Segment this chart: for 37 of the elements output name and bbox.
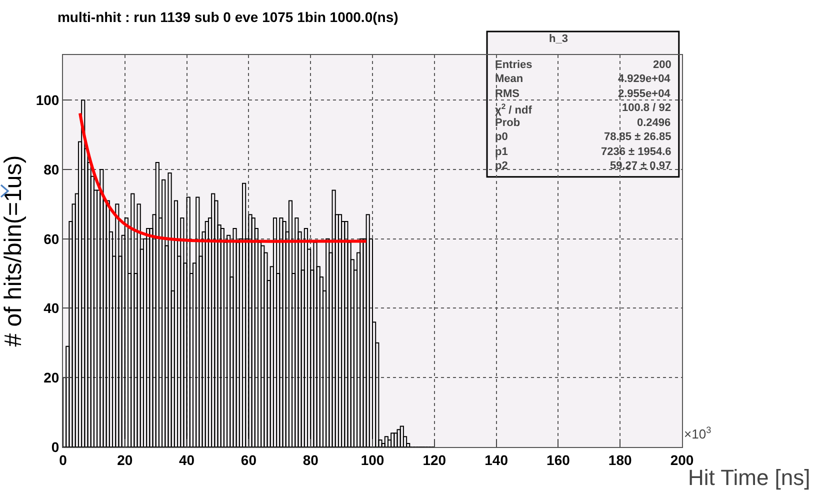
annotation: RMS — [495, 88, 520, 100]
x-tick-label: 100 — [360, 452, 384, 468]
annotation: p0 — [495, 131, 508, 143]
annotation: 78.85 ± 26.85 — [604, 131, 672, 143]
y-tick-label: 0 — [51, 438, 60, 455]
y-axis-title: # of hits/bin(=1us) — [0, 155, 27, 347]
annotation: p1 — [495, 146, 508, 158]
x-tick-label: 60 — [240, 452, 257, 468]
annotation: Entries — [495, 59, 532, 71]
x-tick-label: 160 — [546, 452, 570, 468]
x-axis-title: Hit Time [ns] — [688, 465, 810, 490]
x-tick-label: 140 — [484, 452, 508, 468]
x-tick-label: 120 — [422, 452, 446, 468]
annotation: 7236 ± 1954.6 — [601, 146, 672, 158]
annotation: 200 — [653, 59, 672, 71]
annotation: 100.8 / 92 — [622, 102, 671, 114]
y-tick-label: 40 — [44, 300, 60, 316]
x-tick-label: 20 — [117, 452, 133, 468]
annotation: p2 — [495, 160, 508, 172]
annotation: Mean — [495, 73, 524, 85]
x-tick-label: 180 — [608, 452, 632, 468]
x-tick-label: 200 — [670, 452, 694, 468]
annotation: Prob — [495, 117, 520, 129]
text: h_3 — [549, 33, 568, 45]
y-tick-label: 20 — [44, 370, 60, 386]
y-tick-label: 60 — [44, 230, 60, 247]
x-tick-label: 80 — [302, 452, 319, 468]
y-tick-label: 100 — [36, 92, 60, 108]
chart-title: multi-nhit : run 1139 sub 0 eve 1075 1bin 1000.0(ns) — [57, 9, 398, 26]
annotation: 2.955e+04 — [618, 88, 672, 100]
annotation: 59.27 ± 0.97 — [610, 160, 672, 172]
text: ×10$^{3}$ — [684, 425, 712, 442]
y-tick-label: 80 — [44, 161, 60, 178]
x-tick-label: 40 — [179, 452, 195, 468]
annotation: 4.929e+04 — [618, 73, 672, 85]
annotation: χ$^{2}$ / ndf — [495, 102, 532, 117]
annotation: 0.2496 — [637, 117, 671, 129]
